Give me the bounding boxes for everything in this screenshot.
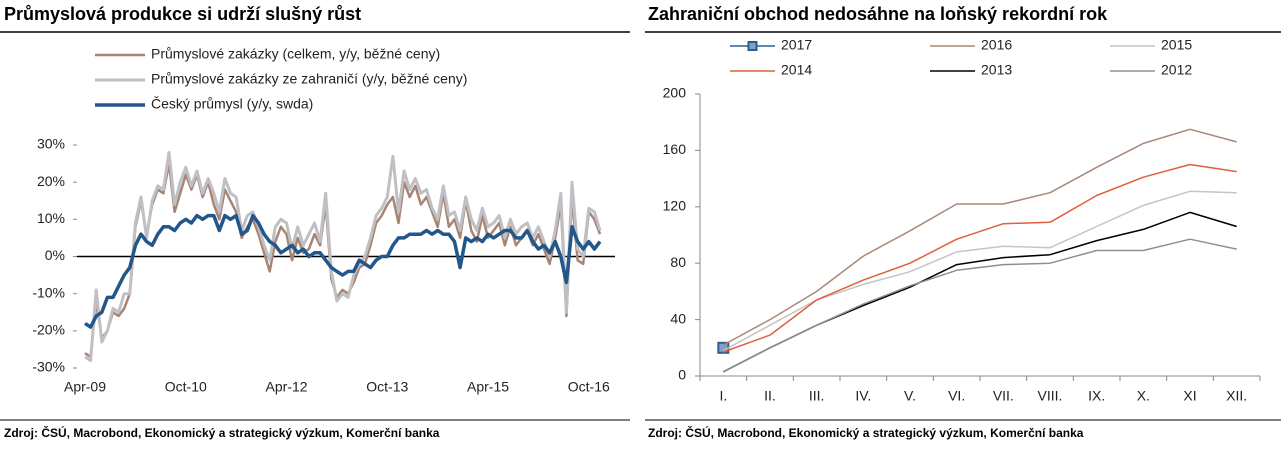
legend-marker bbox=[747, 41, 758, 51]
legend-label: 2017 bbox=[781, 37, 812, 53]
x-tick-label: Oct-13 bbox=[366, 379, 408, 395]
source: Zdroj: ČSÚ, Macrobond, Ekonomický a stra… bbox=[4, 425, 440, 440]
series-line bbox=[722, 238, 1237, 373]
y-tick-label: 120 bbox=[663, 198, 687, 214]
x-tick-label: VIII. bbox=[1038, 388, 1063, 404]
legend-label: 2013 bbox=[981, 62, 1012, 78]
y-tick-label: 30% bbox=[37, 136, 65, 152]
legend-label: Český průmysl (y/y, swda) bbox=[151, 96, 313, 112]
y-tick-label: 200 bbox=[663, 85, 687, 101]
y-tick-label: -10% bbox=[32, 284, 65, 300]
y-tick-label: 40 bbox=[670, 310, 686, 326]
series-line bbox=[84, 150, 602, 363]
x-tick-label: IV. bbox=[855, 388, 871, 404]
y-tick-label: 10% bbox=[37, 210, 65, 226]
chart-title: Zahraniční obchod nedosáhne na loňský re… bbox=[648, 4, 1108, 24]
y-tick-label: 20% bbox=[37, 173, 65, 189]
x-tick-label: Apr-15 bbox=[467, 379, 509, 395]
x-tick-label: Apr-12 bbox=[266, 379, 308, 395]
legend-label: Průmyslové zakázky (celkem, y/y, běžné c… bbox=[151, 46, 440, 62]
series-line bbox=[723, 163, 1237, 353]
legend-label: 2014 bbox=[781, 62, 812, 78]
y-tick-label: 0% bbox=[45, 247, 65, 263]
x-tick-label: X. bbox=[1137, 388, 1150, 404]
x-tick-label: Oct-10 bbox=[165, 379, 207, 395]
x-tick-label: Oct-16 bbox=[568, 379, 610, 395]
y-tick-label: 160 bbox=[663, 141, 687, 157]
y-tick-label: 0 bbox=[678, 367, 686, 383]
y-tick-label: 80 bbox=[670, 254, 686, 270]
y-tick-label: -30% bbox=[32, 359, 65, 375]
x-tick-label: Apr-09 bbox=[64, 379, 106, 395]
series-line bbox=[84, 213, 602, 329]
y-tick-label: -20% bbox=[32, 322, 65, 338]
x-tick-label: I. bbox=[719, 388, 727, 404]
x-tick-label: XII. bbox=[1226, 388, 1247, 404]
series-line bbox=[722, 211, 1237, 373]
x-tick-label: XI bbox=[1183, 388, 1196, 404]
legend-label: 2012 bbox=[1161, 62, 1192, 78]
series-line bbox=[722, 190, 1237, 352]
x-tick-label: IX. bbox=[1088, 388, 1105, 404]
legend-label: 2016 bbox=[981, 37, 1012, 53]
x-tick-label: V. bbox=[904, 388, 916, 404]
legend-label: 2015 bbox=[1161, 37, 1192, 53]
x-tick-label: III. bbox=[809, 388, 825, 404]
x-tick-label: II. bbox=[764, 388, 776, 404]
x-tick-label: VII. bbox=[993, 388, 1014, 404]
source: Zdroj: ČSÚ, Macrobond, Ekonomický a stra… bbox=[648, 425, 1084, 440]
x-tick-label: VI. bbox=[948, 388, 965, 404]
legend-label: Průmyslové zakázky ze zahraničí (y/y, bě… bbox=[151, 71, 467, 87]
series-line bbox=[84, 162, 602, 359]
chart-title: Průmyslová produkce si udrží slušný růst bbox=[4, 4, 361, 24]
series-line bbox=[722, 128, 1237, 346]
